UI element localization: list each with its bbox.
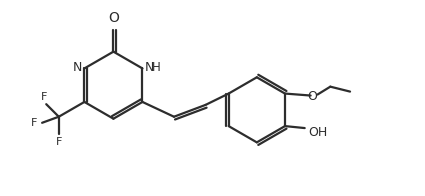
Text: OH: OH — [309, 125, 328, 139]
Text: O: O — [308, 90, 317, 103]
Text: F: F — [41, 92, 48, 102]
Text: H: H — [152, 61, 161, 74]
Text: N: N — [144, 61, 154, 74]
Text: O: O — [108, 11, 119, 25]
Text: F: F — [31, 118, 37, 128]
Text: F: F — [56, 137, 62, 147]
Text: N: N — [73, 61, 82, 74]
